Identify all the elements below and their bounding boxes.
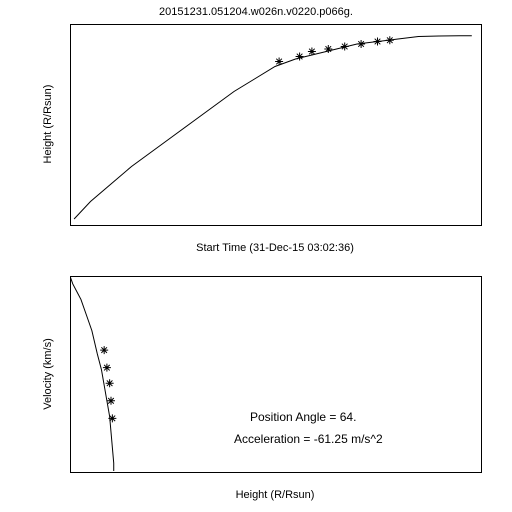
chart-container: 20151231.051204.w026n.v0220.p066g. Heigh… (0, 0, 512, 512)
top-y-axis-label: Height (R/Rsun) (42, 84, 54, 164)
bottom-x-axis-label: Height (R/Rsun) (70, 489, 480, 501)
bottom-y-axis-label: Velocity (km/s) (42, 326, 54, 422)
top-x-axis-label: Start Time (31-Dec-15 03:02:36) (70, 242, 480, 254)
page-title: 20151231.051204.w026n.v0220.p066g. (0, 6, 512, 18)
top-chart-svg (70, 24, 480, 224)
bottom-chart-svg (70, 276, 480, 471)
